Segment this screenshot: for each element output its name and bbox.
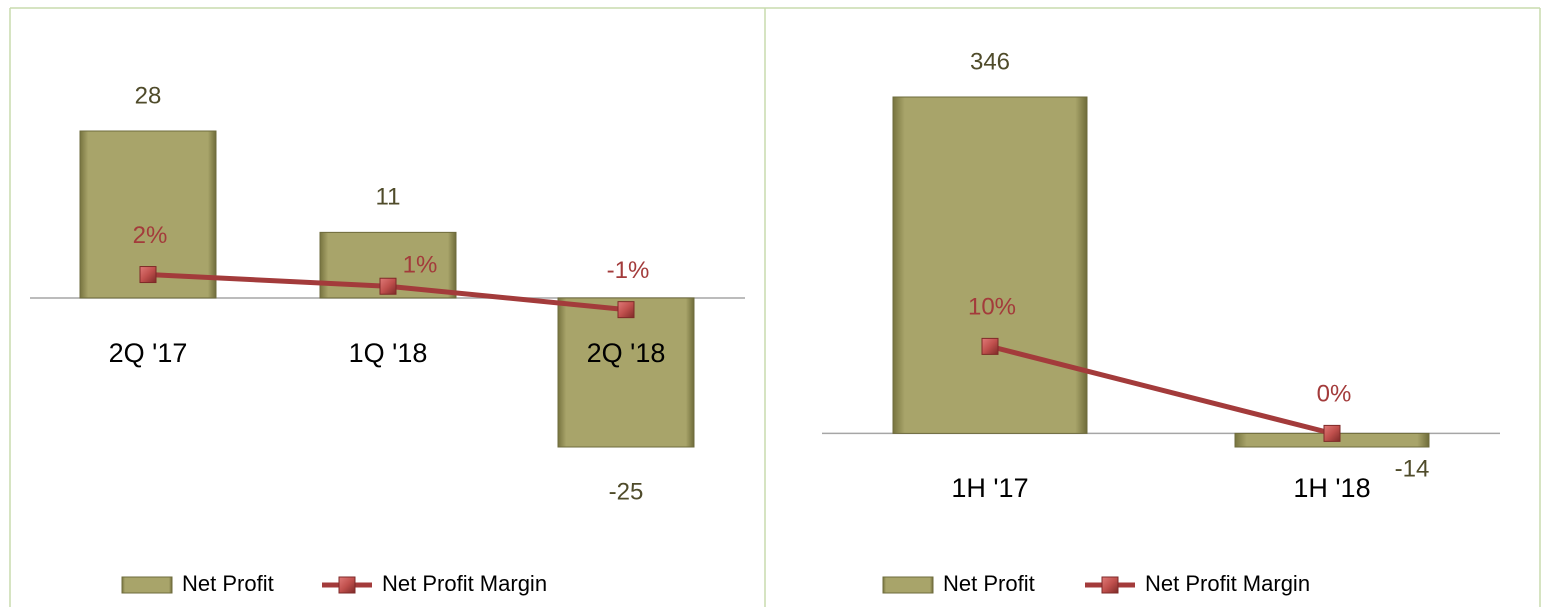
- legend-swatch: [338, 576, 356, 594]
- line-value-label: 0%: [1317, 381, 1352, 408]
- x-tick-label: 2Q '18: [587, 338, 666, 368]
- bar: [892, 96, 1088, 434]
- legend-swatch: [121, 576, 173, 594]
- bar-value-label: -14: [1395, 455, 1430, 482]
- line-marker: [617, 301, 635, 319]
- bar: [557, 297, 695, 448]
- line: [989, 343, 1333, 436]
- bar-value-label: 28: [135, 82, 162, 109]
- legend-label: Net Profit: [182, 571, 274, 596]
- legend-swatch: [1101, 576, 1119, 594]
- x-tick-label: 2Q '17: [109, 338, 188, 368]
- bar-value-label: 346: [970, 48, 1010, 75]
- legend-label: Net Profit: [943, 571, 1035, 596]
- legend-label: Net Profit Margin: [382, 571, 547, 596]
- line-marker: [379, 277, 397, 295]
- legend-swatch: [882, 576, 934, 594]
- line-value-label: 10%: [968, 294, 1016, 321]
- bar-value-label: -25: [609, 478, 644, 505]
- x-tick-label: 1Q '18: [349, 338, 428, 368]
- line-value-label: -1%: [607, 257, 650, 284]
- line-value-label: 1%: [403, 252, 438, 279]
- legend-label: Net Profit Margin: [1145, 571, 1310, 596]
- line-marker: [981, 337, 999, 355]
- line-value-label: 2%: [133, 222, 168, 249]
- x-tick-label: 1H '17: [951, 473, 1028, 503]
- line-marker: [139, 266, 157, 284]
- bar-value-label: 11: [376, 184, 401, 211]
- x-tick-label: 1H '18: [1293, 473, 1370, 503]
- line-marker: [1323, 424, 1341, 442]
